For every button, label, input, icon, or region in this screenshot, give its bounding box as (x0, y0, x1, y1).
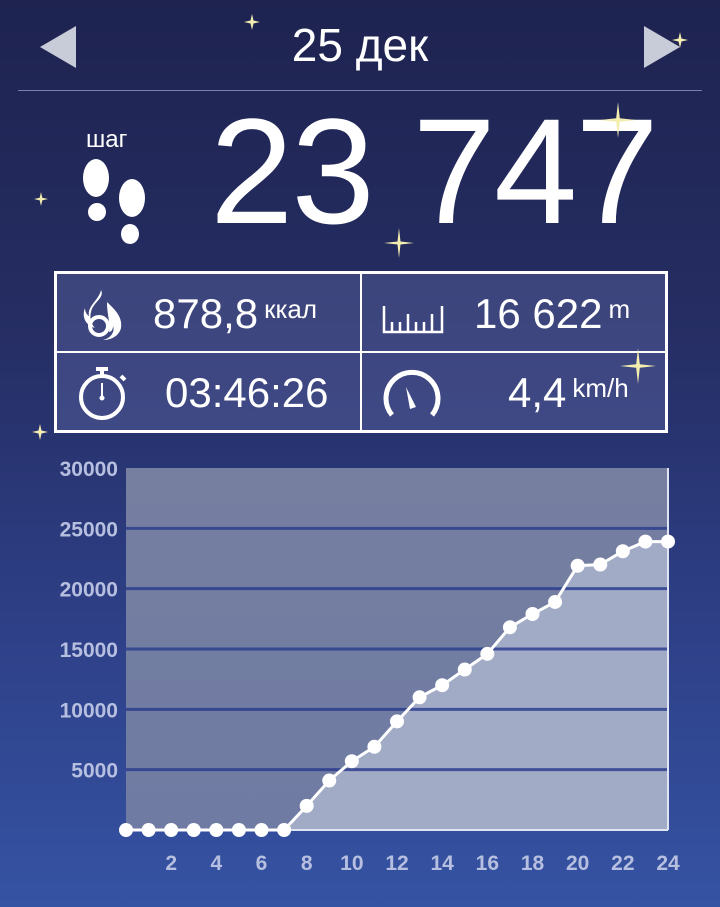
calories-unit: ккал (264, 294, 318, 324)
y-tick-label: 30000 (60, 458, 118, 481)
data-point (209, 823, 224, 837)
area-fill (126, 541, 668, 830)
data-point (661, 534, 675, 549)
data-point (254, 823, 269, 837)
data-point (548, 594, 563, 609)
data-point (186, 823, 201, 837)
x-tick-label: 18 (521, 852, 545, 875)
date-title: 25 дек (291, 19, 429, 71)
data-point (119, 823, 133, 837)
stats-grid: 878,8 ккал 16 622 m 03:46:26 4,4 km/h (54, 271, 668, 433)
x-tick-label: 10 (340, 852, 363, 875)
data-point (435, 678, 450, 693)
data-point (390, 714, 404, 729)
speed-value: 4,4 (508, 369, 567, 416)
stopwatch-icon (79, 367, 127, 420)
steps-label: шаг (86, 126, 128, 153)
x-tick-label: 22 (611, 852, 634, 875)
y-tick-label: 25000 (60, 518, 118, 541)
duration-value: 03:46:26 (165, 369, 329, 416)
x-tick-label: 2 (165, 852, 177, 875)
step-count: 23 747 (210, 87, 659, 255)
footprints-icon (83, 159, 145, 244)
speed-unit: km/h (572, 373, 629, 403)
data-point (344, 754, 359, 769)
x-tick-label: 14 (430, 852, 454, 875)
x-tick-label: 4 (210, 852, 222, 875)
data-point (277, 823, 292, 837)
data-point (367, 739, 382, 754)
calories-cell: 878,8 ккал (56, 273, 361, 352)
data-point (457, 662, 472, 677)
data-point (615, 544, 630, 559)
x-tick-label: 6 (256, 852, 268, 875)
speedometer-icon (383, 369, 441, 417)
x-tick-label: 16 (476, 852, 499, 875)
y-tick-label: 20000 (60, 579, 118, 602)
data-point (502, 620, 517, 635)
x-tick-label: 8 (301, 852, 313, 875)
data-point (638, 534, 653, 549)
x-tick-label: 20 (566, 852, 589, 875)
duration-cell: 03:46:26 (56, 352, 361, 431)
y-tick-label: 15000 (60, 639, 118, 662)
previous-day-button[interactable] (40, 26, 76, 68)
data-point (231, 823, 246, 837)
data-point (322, 773, 337, 788)
star-icon (32, 424, 48, 440)
y-tick-label: 10000 (60, 699, 118, 722)
data-point (480, 646, 495, 661)
data-point (593, 557, 608, 572)
next-day-button[interactable] (644, 26, 680, 68)
ruler-icon (382, 306, 444, 334)
speed-cell: 4,4 km/h (361, 352, 666, 431)
flame-icon (83, 290, 122, 340)
x-tick-label: 24 (656, 852, 680, 875)
data-point (412, 690, 427, 705)
calories-value: 878,8 (153, 290, 259, 337)
distance-value: 16 622 (474, 290, 603, 337)
star-icon (34, 192, 48, 206)
data-point (299, 798, 314, 813)
x-tick-label: 12 (385, 852, 408, 875)
distance-cell: 16 622 m (361, 273, 666, 352)
data-point (525, 607, 540, 622)
data-point (141, 823, 156, 837)
distance-unit: m (608, 294, 631, 324)
divider (18, 90, 702, 91)
data-point (164, 823, 179, 837)
y-tick-label: 5000 (71, 760, 118, 783)
data-point (570, 558, 585, 573)
